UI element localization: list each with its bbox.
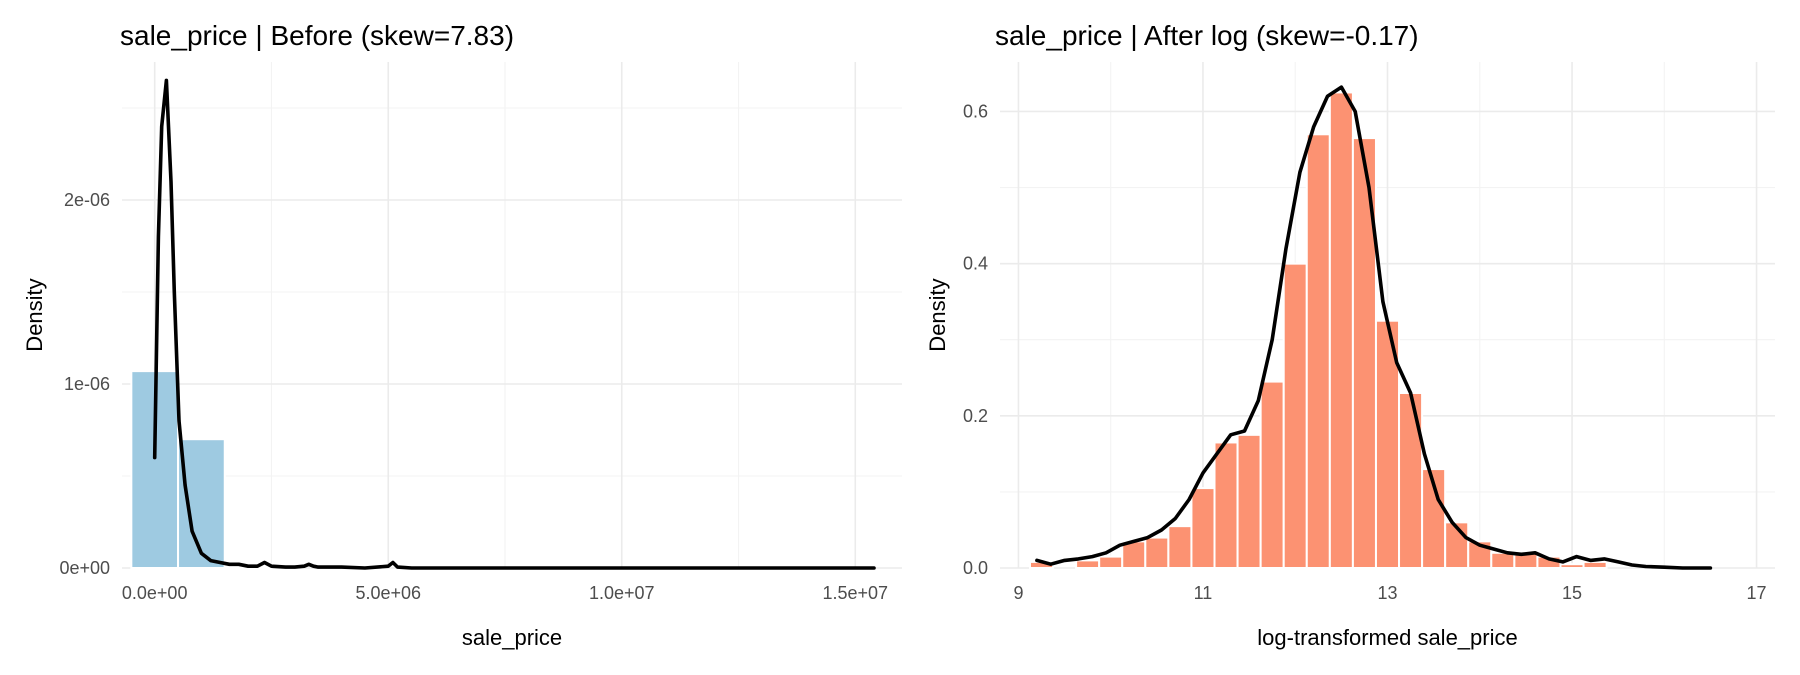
y-tick-label: 0e+00 [59, 558, 110, 578]
x-tick-label: 5.0e+06 [355, 583, 421, 603]
histogram-bar [1490, 551, 1516, 570]
x-tick-label: 13 [1377, 583, 1397, 603]
y-axis-label: Density [925, 278, 950, 351]
x-axis-label: sale_price [462, 625, 562, 650]
y-tick-label: 1e-06 [64, 374, 110, 394]
y-tick-label: 0.0 [963, 558, 988, 578]
histogram-bar [1075, 559, 1101, 570]
histogram-bar [1398, 391, 1424, 570]
x-axis-label: log-transformed sale_price [1257, 625, 1517, 650]
y-tick-label: 2e-06 [64, 190, 110, 210]
histogram-bar [1098, 555, 1124, 570]
panel-after-log: 9 11 13 15 17 0.0 0.2 0.4 0.6 sale_price | After … [925, 20, 1775, 650]
chart-title: sale_price | Before (skew=7.83) [120, 20, 514, 51]
panel-before: 0.0e+00 5.0e+06 1.0e+07 1.5e+07 0e+00 1e-06 2e… [22, 20, 902, 650]
histogram-bar [1282, 262, 1308, 569]
histogram-bar [1421, 468, 1447, 569]
x-tick-label: 1.5e+07 [823, 583, 889, 603]
histogram-bar [1559, 563, 1585, 570]
histogram-bar [1167, 525, 1193, 570]
histogram-bar [1144, 536, 1170, 569]
histogram-bar [1236, 433, 1262, 569]
y-tick-label: 0.6 [963, 101, 988, 121]
chart-title: sale_price | After log (skew=-0.17) [995, 20, 1419, 51]
histogram-bar [1259, 380, 1285, 569]
x-tick-label: 15 [1562, 583, 1582, 603]
histogram-bar [177, 438, 226, 570]
y-axis-label: Density [22, 278, 47, 351]
histogram-bar [1190, 487, 1216, 569]
histogram-bar [1328, 91, 1354, 569]
y-tick-label: 0.2 [963, 406, 988, 426]
density-line [152, 78, 876, 570]
histogram-bar [1582, 560, 1608, 569]
x-tick-label: 11 [1194, 583, 1213, 603]
x-tick-label: 17 [1747, 583, 1767, 603]
density-line [1035, 85, 1713, 570]
x-tick-label: 9 [1013, 583, 1023, 603]
histogram-bar [1213, 441, 1239, 570]
x-tick-label: 0.0e+00 [122, 583, 188, 603]
x-tick-label: 1.0e+07 [589, 583, 655, 603]
y-tick-label: 0.4 [963, 254, 988, 274]
histogram-bar [1305, 133, 1331, 570]
